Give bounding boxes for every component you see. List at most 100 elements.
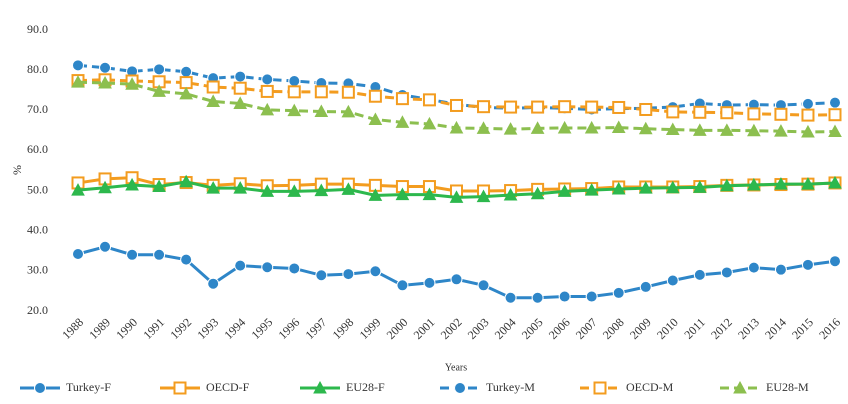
- point: [288, 262, 301, 275]
- series: [71, 174, 842, 203]
- point: [612, 100, 626, 114]
- x-tick-label: 1999: [357, 315, 384, 342]
- point: [153, 63, 166, 76]
- point: [774, 107, 788, 121]
- legend-label: OECD-F: [206, 380, 250, 394]
- x-tick-label: 1994: [221, 315, 248, 342]
- point: [261, 73, 274, 86]
- point: [233, 81, 247, 95]
- point: [638, 181, 653, 194]
- point: [774, 263, 787, 276]
- point: [179, 174, 193, 188]
- x-tick-label: 1990: [113, 315, 140, 342]
- point: [692, 180, 707, 193]
- point: [801, 108, 815, 122]
- legend-marker: [173, 381, 187, 395]
- y-tick-label: 30.0: [27, 263, 48, 277]
- point: [125, 177, 139, 191]
- point: [584, 183, 599, 196]
- point: [558, 290, 571, 303]
- point: [450, 98, 463, 112]
- y-tick-label: 70.0: [27, 102, 48, 116]
- point: [477, 100, 491, 114]
- point: [828, 108, 842, 122]
- point: [747, 177, 761, 191]
- point: [152, 84, 166, 97]
- point: [98, 75, 112, 89]
- point: [234, 259, 247, 272]
- point: [666, 105, 680, 119]
- point: [261, 261, 274, 274]
- point: [234, 70, 247, 83]
- x-tick-label: 2008: [600, 315, 627, 342]
- point: [206, 181, 221, 194]
- point: [422, 116, 437, 130]
- x-tick-label: 1988: [59, 315, 86, 342]
- point: [801, 177, 815, 190]
- x-tick-label: 1995: [248, 315, 275, 342]
- point: [801, 258, 814, 271]
- point: [260, 184, 275, 197]
- legend-marker: [313, 380, 327, 394]
- legend-label: Turkey-M: [486, 380, 535, 394]
- point: [530, 121, 545, 134]
- point: [287, 103, 302, 117]
- point: [314, 85, 328, 99]
- x-tick-label: 1991: [140, 315, 167, 342]
- point: [314, 104, 329, 117]
- point: [449, 120, 464, 134]
- x-tick-label: 2002: [438, 315, 465, 342]
- point: [477, 279, 490, 292]
- legend-item: OECD-F: [160, 380, 250, 395]
- point: [72, 247, 84, 260]
- point: [639, 102, 653, 116]
- point: [720, 266, 733, 279]
- point: [693, 105, 707, 119]
- legend-item: EU28-M: [720, 380, 809, 394]
- point: [801, 124, 815, 138]
- y-axis-label: %: [10, 165, 24, 175]
- point: [828, 124, 842, 138]
- point: [557, 184, 572, 197]
- x-tick-label: 2009: [627, 315, 654, 342]
- x-tick-label: 2006: [546, 315, 573, 342]
- x-tick-label: 2007: [573, 315, 600, 342]
- point: [152, 179, 166, 193]
- x-tick-label: 2015: [789, 315, 816, 342]
- point: [395, 115, 410, 128]
- point: [585, 100, 599, 114]
- point: [720, 106, 734, 120]
- legend-label: EU28-M: [766, 380, 809, 394]
- point: [315, 269, 328, 282]
- point: [720, 178, 734, 192]
- point: [422, 93, 436, 107]
- point: [260, 102, 275, 116]
- point: [125, 77, 139, 90]
- x-tick-label: 2012: [708, 315, 735, 342]
- x-tick-label: 2003: [465, 315, 492, 342]
- legend-marker: [454, 382, 466, 394]
- x-tick-label: 2005: [519, 315, 546, 342]
- point: [530, 186, 545, 200]
- point: [584, 120, 599, 134]
- point: [260, 84, 274, 98]
- point: [774, 124, 788, 137]
- point: [665, 180, 680, 194]
- series: [72, 240, 841, 304]
- point: [585, 290, 598, 303]
- point: [747, 107, 761, 121]
- y-tick-label: 20.0: [27, 303, 48, 317]
- x-tick-label: 2013: [735, 315, 762, 342]
- x-tick-label: 1997: [303, 315, 330, 342]
- point: [612, 286, 625, 299]
- point: [206, 94, 221, 107]
- point: [693, 268, 706, 281]
- point: [368, 89, 382, 103]
- point: [72, 59, 84, 72]
- point: [206, 80, 220, 94]
- point: [449, 190, 464, 203]
- point: [368, 112, 383, 126]
- legend-marker: [593, 381, 607, 395]
- point: [341, 85, 355, 99]
- point: [71, 75, 85, 88]
